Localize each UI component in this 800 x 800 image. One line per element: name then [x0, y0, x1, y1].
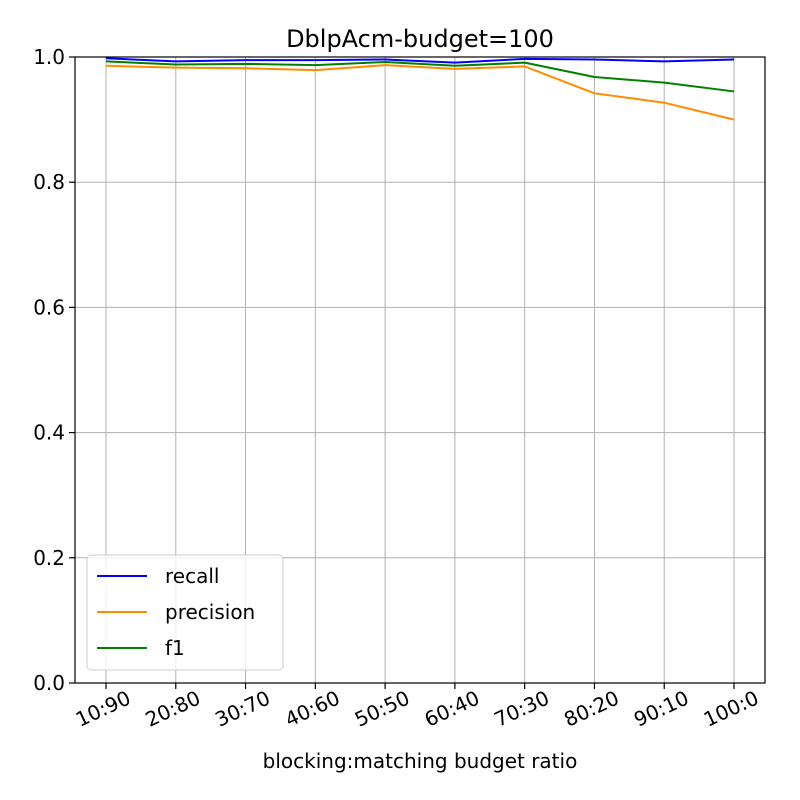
x-axis-label: blocking:matching budget ratio [263, 749, 578, 773]
legend-label-precision: precision [165, 600, 255, 624]
legend-label-f1: f1 [165, 636, 185, 660]
y-tick-label: 0.8 [33, 170, 65, 194]
legend-box [86, 554, 284, 671]
y-tick-label: 0.6 [33, 295, 65, 319]
y-tick-label: 0.2 [33, 546, 65, 570]
y-tick-label: 0.4 [33, 421, 65, 445]
legend-label-recall: recall [165, 564, 219, 588]
y-tick-label: 1.0 [33, 45, 65, 69]
series-line-f1 [105, 60, 735, 93]
legend: recall precision f1 [86, 554, 284, 671]
chart-title: DblpAcm-budget=100 [286, 25, 554, 53]
plot-frame [74, 56, 766, 684]
series-line-precision [105, 64, 735, 121]
series-line-recall [105, 57, 735, 64]
series-lines [105, 57, 735, 121]
y-tick-label: 0.0 [33, 671, 65, 695]
y-axis-ticks: 0.0 0.2 0.4 0.6 0.8 1.0 [33, 45, 75, 695]
